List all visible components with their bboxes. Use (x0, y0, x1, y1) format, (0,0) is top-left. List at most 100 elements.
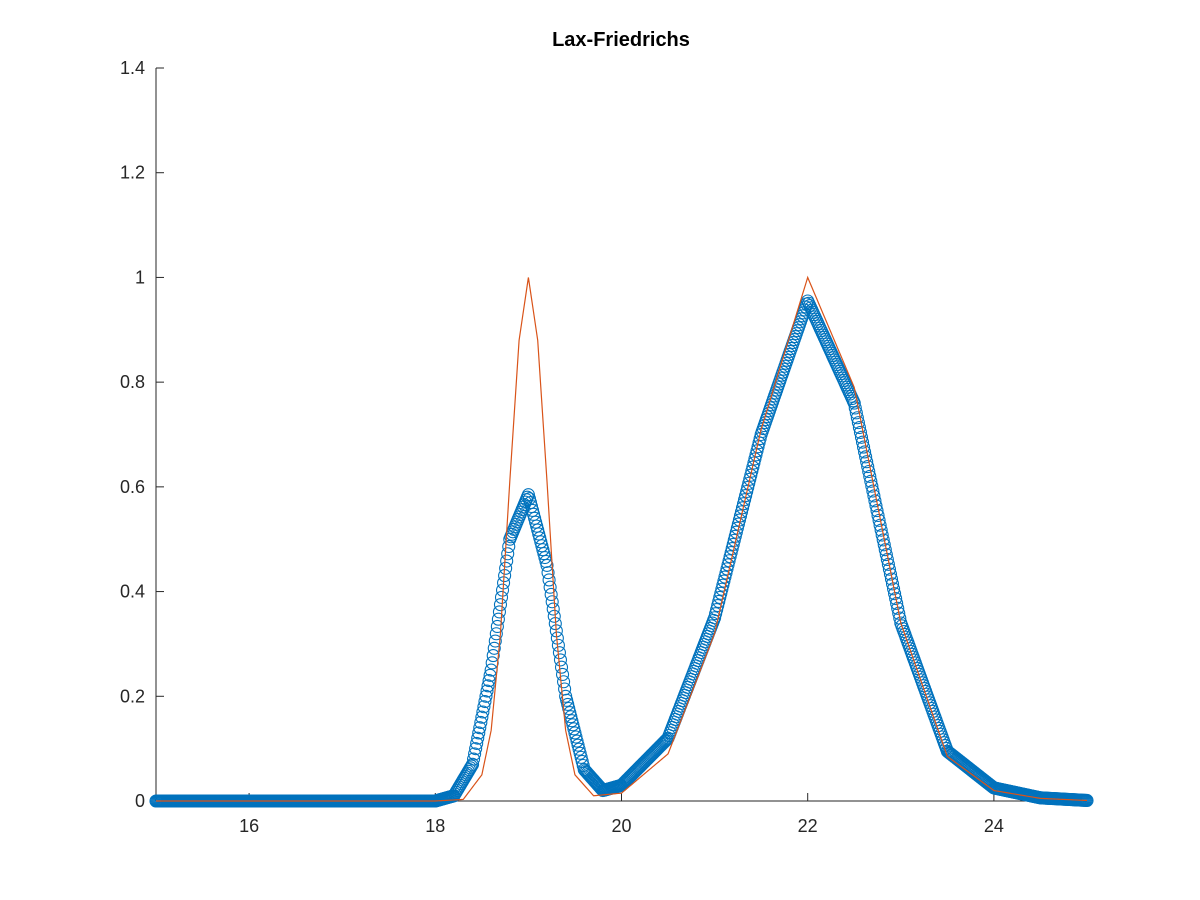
data-point-marker (722, 554, 736, 568)
series-1-markers (149, 294, 1094, 808)
data-point-marker (477, 700, 491, 714)
data-point-marker (553, 653, 568, 667)
data-point-marker (566, 718, 580, 732)
data-point-marker (725, 541, 739, 556)
data-point-marker (475, 710, 489, 724)
data-point-marker (546, 602, 560, 616)
data-point-marker (563, 706, 577, 720)
data-point-marker (574, 750, 588, 764)
data-point-marker (488, 634, 502, 648)
data-point-marker (552, 646, 566, 660)
data-point-marker (865, 479, 879, 493)
data-point-marker (487, 641, 501, 655)
y-tick-label: 1.2 (120, 163, 145, 183)
data-point-marker (887, 582, 901, 596)
data-point-marker (474, 715, 488, 730)
data-point-marker (564, 710, 578, 724)
y-tick-label: 0.2 (120, 686, 145, 706)
data-point-marker (476, 705, 490, 719)
data-point-marker (862, 464, 876, 479)
data-point-marker (469, 742, 483, 756)
data-point-marker (849, 406, 863, 420)
data-point-marker (463, 761, 478, 775)
data-point-marker (726, 537, 740, 552)
x-tick-label: 20 (611, 816, 631, 836)
data-point-marker (888, 587, 902, 601)
data-point-marker (465, 757, 480, 771)
data-point-marker (572, 742, 586, 756)
x-tick-label: 24 (984, 816, 1004, 836)
data-point-marker (892, 606, 906, 620)
data-point-marker (724, 546, 738, 560)
series-layer (149, 275, 1094, 808)
data-point-marker (567, 722, 581, 736)
data-point-marker (570, 734, 584, 748)
data-point-marker (859, 450, 873, 464)
data-point-marker (472, 726, 486, 740)
data-point-marker (545, 595, 559, 609)
data-point-marker (866, 484, 880, 498)
y-tick-label: 0.6 (120, 477, 145, 497)
data-point-marker (544, 587, 558, 602)
data-point-marker (889, 591, 903, 606)
data-point-marker (492, 605, 506, 619)
data-point-marker (848, 401, 862, 415)
data-point-marker (547, 609, 561, 623)
data-point-marker (541, 566, 555, 580)
series-0-line (156, 275, 1088, 802)
data-point-marker (557, 675, 571, 689)
data-point-marker (482, 674, 496, 688)
chart-title: Lax-Friedrichs (552, 29, 690, 51)
x-tick-label: 18 (425, 816, 445, 836)
data-point-marker (494, 590, 509, 604)
data-point-marker (850, 411, 864, 425)
data-point-marker (885, 577, 900, 591)
data-point-marker (493, 598, 508, 612)
data-point-marker (890, 596, 904, 610)
y-tick-label: 0.8 (120, 372, 145, 392)
data-point-marker (491, 612, 505, 626)
data-point-marker (852, 420, 866, 435)
data-point-marker (470, 736, 484, 750)
data-point-marker (860, 455, 874, 469)
data-point-marker (490, 619, 504, 634)
data-point-marker (855, 435, 870, 449)
data-point-marker (464, 759, 479, 773)
data-point-marker (467, 752, 481, 766)
x-tick-label: 16 (239, 816, 259, 836)
data-point-marker (857, 440, 871, 454)
data-point-marker (864, 474, 878, 488)
data-point-marker (489, 627, 503, 641)
data-point-marker (720, 562, 734, 576)
data-point-marker (719, 566, 733, 580)
data-point-marker (571, 738, 585, 752)
data-point-marker (555, 667, 570, 682)
y-tick-label: 0 (135, 791, 145, 811)
data-point-marker (717, 574, 731, 588)
data-point-marker (471, 731, 485, 745)
data-point-marker (543, 580, 557, 594)
data-point-marker (851, 416, 865, 430)
data-point-marker (481, 679, 495, 693)
data-point-marker (554, 660, 569, 674)
data-point-marker (501, 547, 515, 561)
x-tick-label: 22 (798, 816, 818, 836)
y-tick-label: 1.4 (120, 58, 145, 78)
data-point-marker (500, 554, 514, 568)
data-point-marker (468, 747, 482, 761)
y-tick-label: 1 (135, 267, 145, 287)
data-point-marker (861, 460, 875, 474)
data-point-marker (891, 601, 905, 615)
y-tick-label: 0.4 (120, 582, 145, 602)
data-point-marker (479, 689, 493, 703)
data-point-marker (718, 570, 732, 584)
data-point-marker (502, 539, 516, 554)
data-point-marker (480, 684, 494, 698)
data-point-marker (846, 394, 860, 408)
data-point-marker (486, 649, 500, 663)
data-point-marker (568, 726, 582, 740)
data-point-marker (847, 396, 861, 410)
data-point-marker (542, 573, 556, 587)
